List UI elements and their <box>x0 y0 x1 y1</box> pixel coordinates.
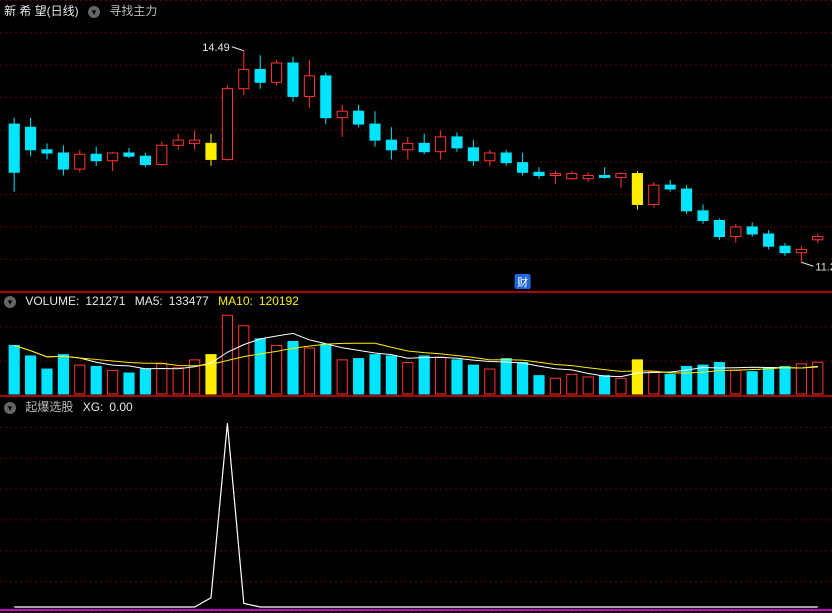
chevron-down-icon[interactable]: ▾ <box>4 402 16 414</box>
volume-header: ▾ VOLUME: 121271 MA5: 133477 MA10: 120192 <box>4 294 305 308</box>
price-header: 新 希 望(日线) ▾ 寻找主力 <box>4 2 163 19</box>
svg-text:11.20: 11.20 <box>815 261 832 273</box>
volume-label: VOLUME: <box>25 294 79 308</box>
volume-value: 121271 <box>85 294 125 308</box>
ma10-label: MA10: <box>218 294 253 308</box>
price-panel: 新 希 望(日线) ▾ 寻找主力 14.49 11.20 财 <box>0 0 832 292</box>
xg-label: XG: <box>83 400 104 414</box>
chevron-down-icon[interactable]: ▾ <box>4 296 16 308</box>
strategy-link[interactable]: 寻找主力 <box>109 4 157 18</box>
indicator-panel: ▾ 起爆选股 XG: 0.00 <box>0 396 832 613</box>
indicator-chart[interactable] <box>0 396 832 613</box>
candlestick-chart[interactable]: 14.49 11.20 财 <box>0 0 832 292</box>
xg-value: 0.00 <box>109 400 132 414</box>
chevron-down-icon[interactable]: ▾ <box>88 6 100 18</box>
ma5-value: 133477 <box>169 294 209 308</box>
stock-title: 新 希 望(日线) <box>4 4 79 18</box>
indicator-title: 起爆选股 <box>25 400 73 414</box>
volume-panel: ▾ VOLUME: 121271 MA5: 133477 MA10: 120192 <box>0 292 832 396</box>
indicator-header: ▾ 起爆选股 XG: 0.00 <box>4 398 139 415</box>
svg-text:财: 财 <box>517 275 528 289</box>
ma10-value: 120192 <box>259 294 299 308</box>
svg-text:14.49: 14.49 <box>202 42 230 54</box>
ma5-label: MA5: <box>135 294 163 308</box>
